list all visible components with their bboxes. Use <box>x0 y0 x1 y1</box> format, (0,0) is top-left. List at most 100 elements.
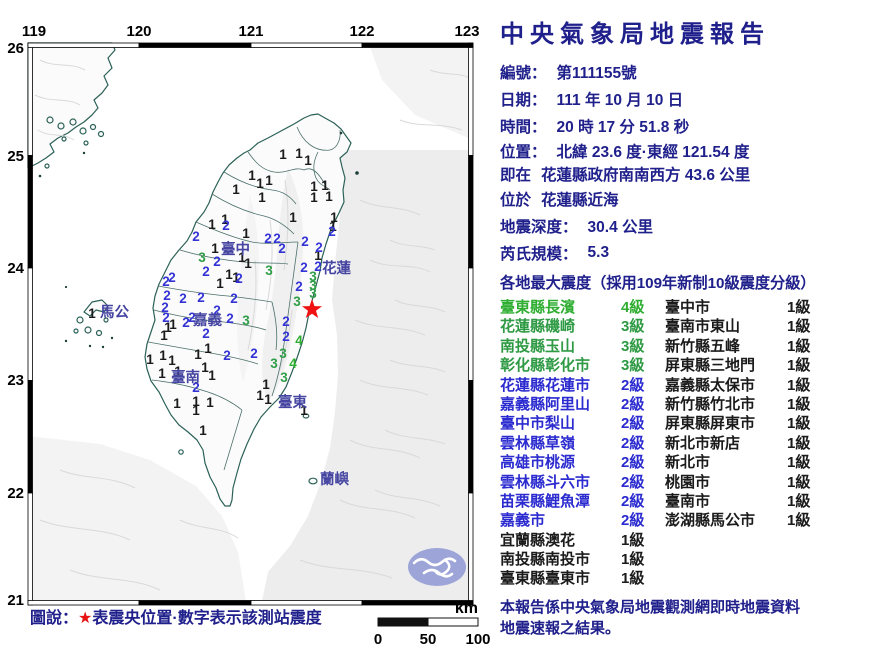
station-intensity-value: 1 <box>174 364 182 379</box>
station-level: 1級 <box>787 434 811 452</box>
station-name: 臺南市 <box>665 492 711 510</box>
station-intensity-value: 1 <box>330 210 338 225</box>
header-field: 芮氏規模： 5.3 <box>500 239 750 266</box>
station-intensity-value: 3 <box>293 294 301 309</box>
report-footer: 本報告係中央氣象局地震觀測網即時地震資料 地震速報之結果。 <box>500 597 800 639</box>
mainland-texture <box>34 59 86 141</box>
field-value: 5.3 <box>587 243 610 261</box>
station-level: 1級 <box>787 415 811 433</box>
station-intensity-value: 2 <box>315 240 323 255</box>
scale-tick-100: 100 <box>465 631 490 648</box>
station-intensity-value: 3 <box>242 313 250 328</box>
station-intensity-value: 2 <box>202 264 210 279</box>
station-level: 2級 <box>621 376 645 394</box>
station-intensity-value: 1 <box>289 210 297 225</box>
scale-tick-0: 0 <box>374 631 382 648</box>
station-name: 花蓮縣磯崎 <box>500 318 576 336</box>
station-level: 1級 <box>621 531 645 549</box>
station-level: 4級 <box>621 299 645 316</box>
header-field: 時間： 20 時 17 分 51.8 秒 <box>500 112 750 139</box>
lanyu-island <box>308 477 318 485</box>
intensity-row: 屏東縣三地門 1級 <box>662 356 837 375</box>
station-intensity-value: 2 <box>282 329 290 344</box>
station-intensity-value: 2 <box>192 380 200 395</box>
field-value: 111 年 10 月 10 日 <box>556 91 684 109</box>
field-label: 編號： <box>500 64 547 82</box>
station-intensity-value: 2 <box>161 300 169 315</box>
intensity-row: 南投縣玉山 3級 <box>497 337 662 356</box>
field-value: 北緯 23.6 度·東經 121.54 度 <box>556 143 750 161</box>
county-boundaries <box>147 126 341 471</box>
station-intensity-value: 3 <box>280 370 288 385</box>
intensity-row: 彰化縣彰化市 3級 <box>497 356 662 375</box>
header-field: 位置： 北緯 23.6 度·東經 121.54 度 <box>500 139 750 162</box>
header-field: 編號： 第111155號 <box>500 58 750 85</box>
intensity-row: 高雄市桃源 2級 <box>497 453 662 472</box>
axis-latitude-label: 22 <box>7 485 24 502</box>
intensity-row: 澎湖縣馬公市 1級 <box>662 511 837 530</box>
station-intensity-value: 2 <box>182 315 190 330</box>
station-intensity-value: 1 <box>232 270 240 285</box>
station-intensity-value: 1 <box>216 276 224 291</box>
station-intensity-value: 1 <box>221 212 229 227</box>
station-level: 1級 <box>787 299 811 316</box>
station-intensity-value: 2 <box>250 346 258 361</box>
station-intensity-value: 3 <box>309 286 317 301</box>
station-level: 3級 <box>621 337 645 355</box>
scale-tick-50: 50 <box>420 631 437 648</box>
station-intensity-value: 1 <box>238 250 246 265</box>
station-level: 2級 <box>621 415 645 433</box>
field-value: 花蓮縣政府南南西方 43.6 公里 <box>541 166 751 184</box>
station-intensity-value: 3 <box>279 346 287 361</box>
station-level: 1級 <box>621 570 645 588</box>
map-frame <box>27 42 474 606</box>
mountain-shading <box>262 168 304 402</box>
station-intensity-value: 1 <box>225 267 233 282</box>
station-name: 臺東縣臺東市 <box>500 570 591 588</box>
axis-latitude-label: 21 <box>7 592 24 609</box>
intensity-column-right: 臺中市 1級 臺南市東山 1級 新竹縣五峰 1級 屏東縣三地門 1級 嘉義縣太保市 1級 新竹縣竹北… <box>662 298 837 531</box>
station-intensity-value: 1 <box>242 226 250 241</box>
field-value: 30.4 公里 <box>587 218 653 236</box>
intensity-row: 新竹縣竹北市 1級 <box>662 395 837 414</box>
station-intensity-value: 2 <box>188 310 196 325</box>
field-label: 位置： <box>500 143 547 161</box>
mountain-shading-2 <box>237 195 259 382</box>
station-intensity-value: 2 <box>162 274 170 289</box>
liuqiu-islet <box>178 449 184 455</box>
cwb-logo-watermark <box>408 548 466 586</box>
station-intensity-value: 1 <box>173 396 181 411</box>
footer-line-2: 地震速報之結果。 <box>500 620 621 637</box>
station-intensity-value: 1 <box>258 190 266 205</box>
station-name: 臺中市 <box>665 299 711 316</box>
ocean-texture <box>39 69 471 591</box>
station-intensity-value: 1 <box>310 190 318 205</box>
field-label: 即在 <box>500 166 532 184</box>
station-level: 2級 <box>621 454 645 472</box>
city-label: 蘭嶼 <box>320 470 349 488</box>
station-intensity-value: 2 <box>168 270 176 285</box>
station-intensity-value: 1 <box>321 178 329 193</box>
station-intensity-value: 1 <box>158 366 166 381</box>
station-intensity-value: 3 <box>309 278 317 293</box>
report-fields: 編號： 第111155號 日期： 111 年 10 月 10 日時間： 20 時 17 … <box>500 58 750 266</box>
field-label: 地震深度： <box>500 218 578 236</box>
intensity-row: 花蓮縣花蓮市 2級 <box>497 376 662 395</box>
intensity-row: 屏東縣屏東市 1級 <box>662 414 837 433</box>
station-level: 2級 <box>621 512 645 530</box>
station-intensity-value: 1 <box>248 168 256 183</box>
station-intensity-value: 1 <box>169 317 177 332</box>
intensity-heading: 各地最大震度（採用109年新制10級震度分級） <box>500 275 816 292</box>
station-intensity-value: 2 <box>273 231 281 246</box>
station-level: 3級 <box>621 318 645 336</box>
header-field: 即在 花蓮縣政府南南西方 43.6 公里 <box>500 162 750 185</box>
station-name: 新北市新店 <box>665 434 741 452</box>
report-panel: 中央氣象局地震報告 編號： 第111155號 日期： 111 年 10 月 10 日時… <box>497 0 880 660</box>
station-intensity-value: 2 <box>264 231 272 246</box>
city-label: 臺中 <box>221 240 250 258</box>
bathymetry-east <box>262 150 473 601</box>
station-name: 雲林縣斗六市 <box>500 473 591 491</box>
station-intensity-value: 2 <box>301 234 309 249</box>
